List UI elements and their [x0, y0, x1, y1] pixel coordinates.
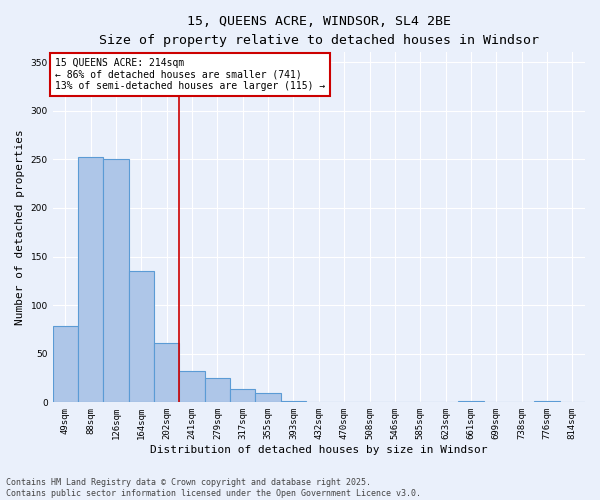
Bar — [256, 392, 281, 402]
Bar — [129, 271, 154, 402]
Bar — [230, 388, 256, 402]
Bar — [154, 343, 179, 402]
Text: Contains HM Land Registry data © Crown copyright and database right 2025.
Contai: Contains HM Land Registry data © Crown c… — [6, 478, 421, 498]
Title: 15, QUEENS ACRE, WINDSOR, SL4 2BE
Size of property relative to detached houses i: 15, QUEENS ACRE, WINDSOR, SL4 2BE Size o… — [99, 15, 539, 47]
Bar — [53, 326, 78, 402]
Bar — [179, 371, 205, 402]
Text: 15 QUEENS ACRE: 214sqm
← 86% of detached houses are smaller (741)
13% of semi-de: 15 QUEENS ACRE: 214sqm ← 86% of detached… — [55, 58, 326, 91]
Bar — [78, 158, 103, 402]
X-axis label: Distribution of detached houses by size in Windsor: Distribution of detached houses by size … — [150, 445, 488, 455]
Y-axis label: Number of detached properties: Number of detached properties — [15, 130, 25, 325]
Bar — [205, 378, 230, 402]
Bar — [103, 160, 129, 402]
